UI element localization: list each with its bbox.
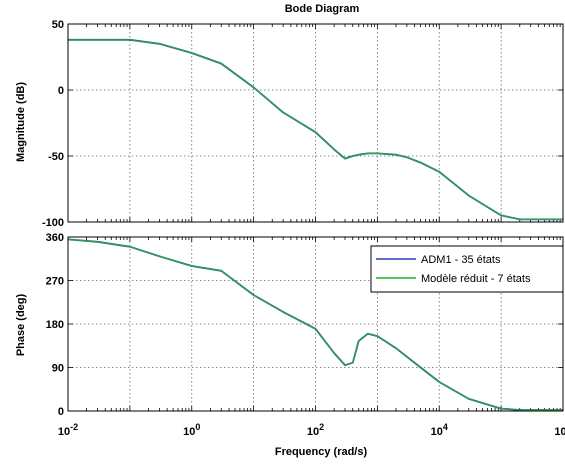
phase-series-1 bbox=[67, 238, 563, 411]
phase-y-tick-label: 180 bbox=[46, 319, 64, 331]
x-tick-label: 104 bbox=[431, 422, 448, 438]
magnitude-y-tick-label: -100 bbox=[42, 217, 64, 229]
phase-y-tick-label: 360 bbox=[46, 232, 64, 244]
phase-y-tick-label: 270 bbox=[46, 276, 64, 288]
phase-frame bbox=[67, 236, 564, 412]
magnitude-y-tick-label: 50 bbox=[52, 19, 64, 31]
legend-label-modele-reduit: Modèle réduit - 7 états bbox=[421, 273, 531, 285]
legend-box bbox=[370, 245, 564, 293]
x-tick-labels: 10-2 100 102 104 106 bbox=[58, 422, 565, 438]
magnitude-frame bbox=[67, 23, 564, 223]
legend: ADM1 - 35 états Modèle réduit - 7 états bbox=[370, 245, 564, 293]
magnitude-series-1 bbox=[68, 39, 563, 220]
x-tick-label: 10-2 bbox=[58, 422, 78, 438]
phase-y-tick-label: 90 bbox=[52, 363, 64, 375]
x-tick-label: 102 bbox=[307, 422, 324, 438]
magnitude-y-tick-label: 0 bbox=[58, 85, 64, 97]
x-tick-label: 106 bbox=[554, 422, 565, 438]
frequency-axis-label: Frequency (rad/s) bbox=[275, 446, 368, 458]
chart-title: Bode Diagram bbox=[285, 3, 360, 15]
magnitude-panel: 50 0 -50 -100 bbox=[42, 19, 564, 229]
phase-y-tick-label: 0 bbox=[58, 406, 64, 418]
legend-label-adm1: ADM1 - 35 états bbox=[421, 254, 501, 266]
phase-axis-label: Phase (deg) bbox=[15, 293, 27, 356]
magnitude-axis-label: Magnitude (dB) bbox=[15, 82, 27, 162]
x-tick-label: 100 bbox=[183, 422, 200, 438]
magnitude-y-tick-label: -50 bbox=[48, 151, 64, 163]
